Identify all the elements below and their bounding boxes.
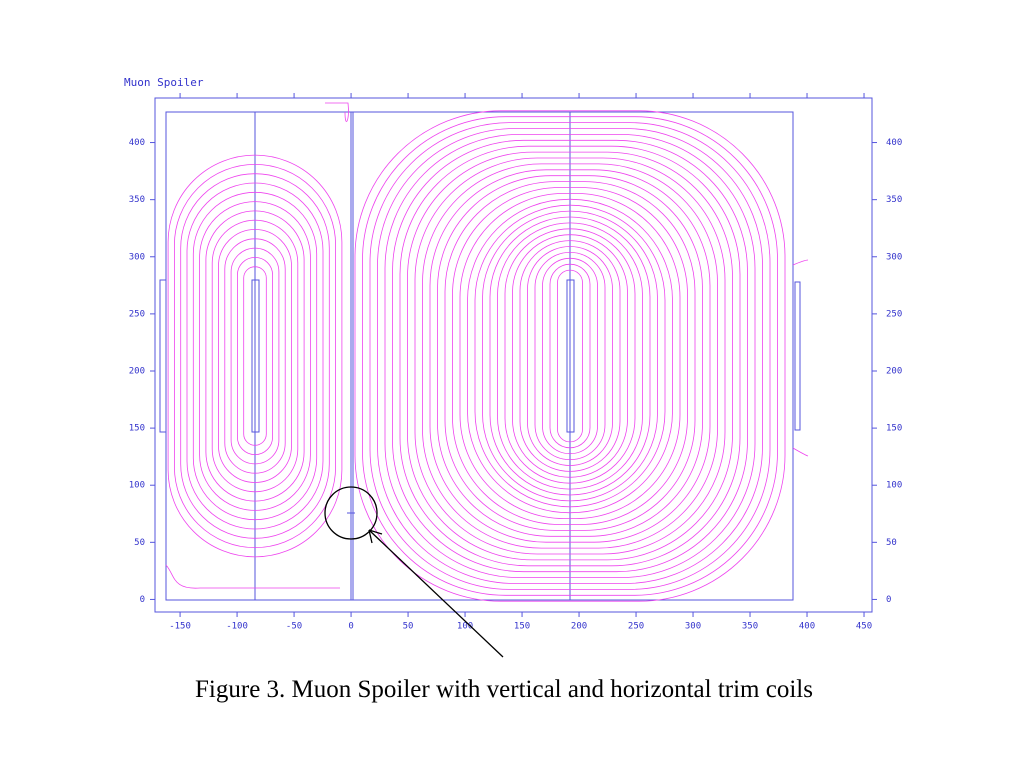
- y-tick-label: 400: [129, 138, 145, 148]
- y-tick-label: 350: [129, 195, 145, 205]
- y-tick-label-right: 350: [886, 195, 902, 205]
- y-tick-label-right: 400: [886, 138, 902, 148]
- field-line: [467, 198, 673, 514]
- y-tick-label: 100: [129, 481, 145, 491]
- field-line: [230, 247, 280, 465]
- x-tick-label: 250: [628, 622, 644, 632]
- field-line: [482, 210, 658, 502]
- y-tick-label-right: 200: [886, 366, 902, 376]
- field-line: [444, 181, 696, 531]
- field-line: [414, 157, 726, 555]
- axes-frame: [154, 97, 873, 613]
- field-line: [173, 163, 336, 549]
- x-tick-label: 400: [799, 622, 815, 632]
- field-line: [792, 259, 809, 266]
- y-tick-label: 250: [129, 309, 145, 319]
- field-line: [474, 204, 666, 508]
- left-trim-coil: [159, 279, 167, 433]
- arrow-head: [368, 529, 383, 544]
- field-line: [186, 182, 324, 530]
- field-line: [199, 201, 311, 511]
- field-line: [497, 222, 643, 490]
- x-tick-label: 350: [742, 622, 758, 632]
- y-tick-label: 50: [134, 538, 145, 548]
- field-line: [224, 238, 286, 474]
- field-line: [362, 116, 778, 596]
- field-line: [354, 110, 786, 602]
- y-tick-label-right: 250: [886, 309, 902, 319]
- field-line: [392, 139, 748, 573]
- field-line: [452, 187, 688, 525]
- x-tick-label: 100: [457, 622, 473, 632]
- field-line: [243, 266, 267, 446]
- arrow: [368, 529, 504, 658]
- field-line: [218, 229, 292, 483]
- field-line: [399, 145, 741, 567]
- boundary: [165, 111, 794, 601]
- field-line: [407, 151, 733, 561]
- plot: -150 -100 -50 0 50 100 150 200 250 300 350 400 450 0 0…: [129, 93, 902, 632]
- field-line: [542, 257, 598, 455]
- field-line: [422, 163, 718, 549]
- field-line: [792, 447, 809, 457]
- y-tick-label: 0: [140, 595, 145, 605]
- field-line: [512, 234, 628, 478]
- cross: [347, 509, 355, 517]
- field-line: [325, 102, 349, 122]
- field-line: [167, 154, 343, 558]
- y-tick-label-right: 0: [886, 595, 891, 605]
- right-coil: [566, 279, 575, 433]
- y-tick-label-right: 50: [886, 538, 897, 548]
- x-tick-label: -100: [226, 622, 248, 632]
- plot-title: Muon Spoiler: [124, 76, 204, 89]
- right-region: [352, 111, 794, 601]
- caption: Figure 3. Muon Spoiler with vertical and…: [195, 676, 813, 703]
- field-line: [180, 173, 330, 539]
- field-line: [519, 240, 621, 472]
- field-line: [384, 133, 756, 579]
- x-tick-label: 50: [403, 622, 414, 632]
- field-line: [377, 128, 763, 584]
- highlight-circle: [324, 486, 378, 540]
- field-line: [369, 122, 771, 590]
- x-tick-label: 0: [348, 622, 353, 632]
- field-line: [459, 192, 681, 520]
- x-tick-label: -50: [286, 622, 302, 632]
- field-line: [557, 269, 583, 443]
- right-trim-coil: [794, 281, 801, 431]
- field-line: [527, 246, 613, 466]
- x-tick-label: 450: [856, 622, 872, 632]
- field-line: [437, 175, 703, 537]
- x-tick-label: 150: [514, 622, 530, 632]
- y-tick-label: 200: [129, 366, 145, 376]
- field-line: [549, 263, 591, 449]
- field-line: [489, 216, 651, 496]
- y-tick-label-right: 100: [886, 481, 902, 491]
- field-line: [192, 191, 318, 521]
- x-tick-label: 200: [571, 622, 587, 632]
- y-tick-label-right: 150: [886, 424, 902, 434]
- y-tick-label-right: 300: [886, 252, 902, 262]
- field-line: [205, 210, 305, 502]
- x-tick-label: 300: [685, 622, 701, 632]
- y-tick-label: 300: [129, 252, 145, 262]
- field-line: [236, 256, 273, 455]
- field-line: [165, 564, 340, 589]
- y-tick-label: 150: [129, 424, 145, 434]
- x-tick-label: -150: [169, 622, 191, 632]
- field-line: [504, 228, 636, 484]
- field-line: [429, 169, 711, 543]
- field-line: [534, 251, 606, 460]
- field-line: [211, 219, 299, 493]
- left-coil: [251, 279, 260, 433]
